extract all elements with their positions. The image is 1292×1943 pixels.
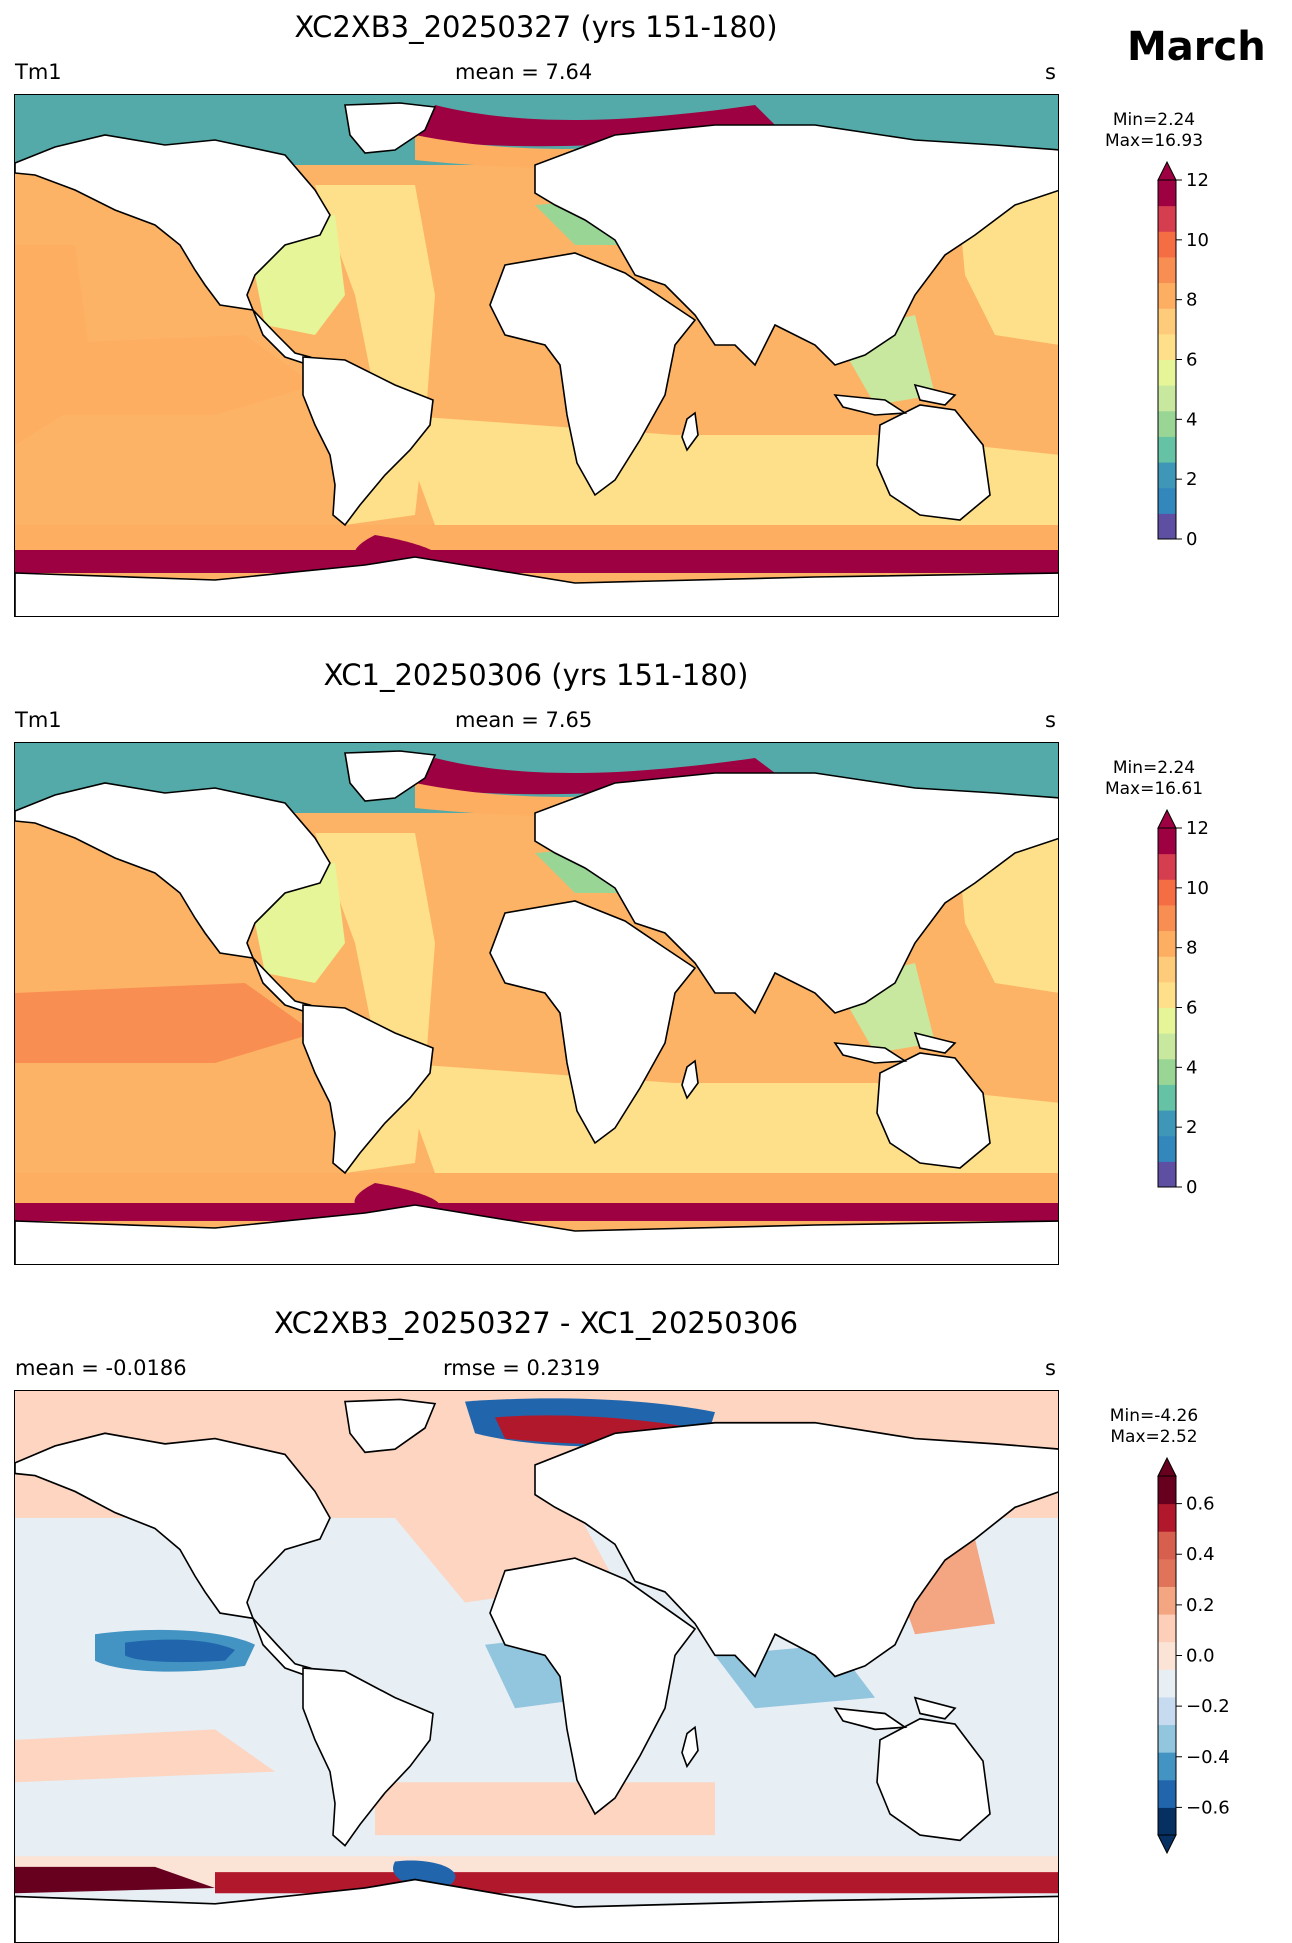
colorbar-segment <box>1158 487 1176 514</box>
panel-3-rmse-label: rmse = 0.2319 <box>443 1356 601 1380</box>
colorbar-segment <box>1158 513 1176 540</box>
colorbar-segment <box>1158 853 1176 880</box>
panel-3-colorbar: −0.6 −0.4 −0.2 0.0 0.2 0.4 0.6 <box>1150 1456 1250 1855</box>
colorbar-segment <box>1158 1641 1176 1670</box>
colorbar-segment <box>1158 1558 1176 1587</box>
panel-1-colorbar: 0 2 4 6 8 10 12 <box>1150 160 1250 557</box>
colorbar-segment <box>1158 256 1176 284</box>
colorbar-segment <box>1158 1476 1176 1505</box>
colorbar-tick-label: 4 <box>1186 1057 1197 1078</box>
panel-3-units-label: s <box>1045 1356 1056 1380</box>
panel-2-colorbar-svg: 0 2 4 6 8 10 12 <box>1157 808 1209 1198</box>
colorbar-segment <box>1158 1752 1176 1781</box>
panel-1-map <box>14 94 1059 617</box>
panel-1-mean-label: mean = 7.64 <box>455 60 593 84</box>
panel-2-min-label: Min=2.24 <box>1112 758 1196 778</box>
colorbar-tick-label: 0.2 <box>1186 1595 1215 1616</box>
colorbar-segment <box>1158 1779 1176 1808</box>
colorbar-segment <box>1158 1135 1176 1162</box>
panel-1-title: XC2XB3_20250327 (yrs 151-180) <box>294 10 778 44</box>
panel-2-units-label: s <box>1045 708 1056 732</box>
colorbar-segment <box>1158 282 1176 309</box>
panel-3-map <box>14 1390 1059 1943</box>
colorbar-segment <box>1158 828 1176 855</box>
colorbar-segment <box>1158 1007 1176 1034</box>
colorbar-segment <box>1158 1696 1176 1726</box>
colorbar-tick-label: 6 <box>1186 998 1197 1019</box>
colorbar-segment <box>1158 1724 1176 1753</box>
colorbar-segment <box>1158 385 1176 412</box>
colorbar-tick-label: 6 <box>1186 350 1197 371</box>
panel-1-min-label: Min=2.24 <box>1112 110 1196 130</box>
colorbar-tick-label: 4 <box>1186 409 1197 430</box>
colorbar-segment <box>1158 1161 1176 1188</box>
colorbar-segment <box>1158 904 1176 932</box>
panel-1-units-label: s <box>1045 60 1056 84</box>
month-label: March <box>1127 24 1266 70</box>
colorbar-extend-min <box>1157 1834 1177 1855</box>
colorbar-tick-label: −0.4 <box>1186 1747 1230 1768</box>
colorbar-segment <box>1158 1503 1176 1532</box>
colorbar-extend-max <box>1157 1456 1177 1477</box>
panel-1-left-label: Tm1 <box>15 60 62 84</box>
panel-2-title: XC1_20250306 (yrs 151-180) <box>323 658 749 692</box>
colorbar-segment <box>1158 308 1176 335</box>
colorbar-tick-label: 8 <box>1186 938 1197 959</box>
colorbar-segment <box>1158 930 1176 957</box>
colorbar-segment <box>1158 180 1176 207</box>
colorbar-tick-label: 10 <box>1186 878 1209 899</box>
panel-2-mean-label: mean = 7.65 <box>455 708 593 732</box>
colorbar-segment <box>1158 956 1176 983</box>
panel-2-colorbar: 0 2 4 6 8 10 12 <box>1150 808 1250 1205</box>
colorbar-tick-label: 2 <box>1186 469 1197 490</box>
colorbar-segment <box>1158 359 1176 386</box>
panel-3-max-label: Max=2.52 <box>1110 1427 1198 1447</box>
colorbar-segment <box>1158 1531 1176 1560</box>
colorbar-tick-label: −0.2 <box>1186 1696 1230 1717</box>
panel-2-left-label: Tm1 <box>15 708 62 732</box>
colorbar-segment <box>1158 1033 1176 1060</box>
colorbar-segment <box>1158 436 1176 463</box>
colorbar-segment <box>1158 879 1176 906</box>
colorbar-tick-label: 0 <box>1186 1177 1197 1198</box>
panel-1-max-label: Max=16.93 <box>1104 131 1204 151</box>
colorbar-segment <box>1158 1669 1176 1698</box>
colorbar-extend-max <box>1157 808 1177 829</box>
colorbar-segment <box>1158 1614 1176 1643</box>
colorbar-segment <box>1158 462 1176 489</box>
colorbar-segment <box>1158 1084 1176 1111</box>
colorbar-segment <box>1158 205 1176 232</box>
panel-3-title: XC2XB3_20250327 - XC1_20250306 <box>273 1306 799 1340</box>
colorbar-tick-label: 2 <box>1186 1117 1197 1138</box>
panel-2-map <box>14 742 1059 1265</box>
colorbar-tick-label: 0.4 <box>1186 1544 1215 1565</box>
colorbar-tick-label: 8 <box>1186 290 1197 311</box>
colorbar-tick-label: 10 <box>1186 230 1209 251</box>
panel-2-max-label: Max=16.61 <box>1104 779 1204 799</box>
colorbar-segment <box>1158 981 1176 1008</box>
colorbar-tick-label: 0 <box>1186 529 1197 550</box>
colorbar-segment <box>1158 333 1176 360</box>
colorbar-tick-label: 12 <box>1186 170 1209 191</box>
colorbar-extend-max <box>1157 160 1177 181</box>
panel-1-colorbar-svg: 0 2 4 6 8 10 12 <box>1157 160 1209 550</box>
colorbar-tick-label: −0.6 <box>1186 1797 1230 1818</box>
colorbar-segment <box>1158 1807 1176 1836</box>
colorbar-segment <box>1158 231 1176 258</box>
panel-3-min-label: Min=-4.26 <box>1109 1406 1199 1426</box>
colorbar-tick-label: 12 <box>1186 818 1209 839</box>
colorbar-segment <box>1158 1110 1176 1137</box>
colorbar-segment <box>1158 410 1176 437</box>
colorbar-segment <box>1158 1058 1176 1085</box>
panel-3-mean-label: mean = -0.0186 <box>15 1356 187 1380</box>
colorbar-segment <box>1158 1586 1176 1615</box>
colorbar-tick-label: 0.6 <box>1186 1494 1215 1515</box>
colorbar-tick-label: 0.0 <box>1186 1646 1215 1667</box>
panel-3-colorbar-svg: −0.6 −0.4 −0.2 0.0 0.2 0.4 0.6 <box>1157 1456 1230 1855</box>
